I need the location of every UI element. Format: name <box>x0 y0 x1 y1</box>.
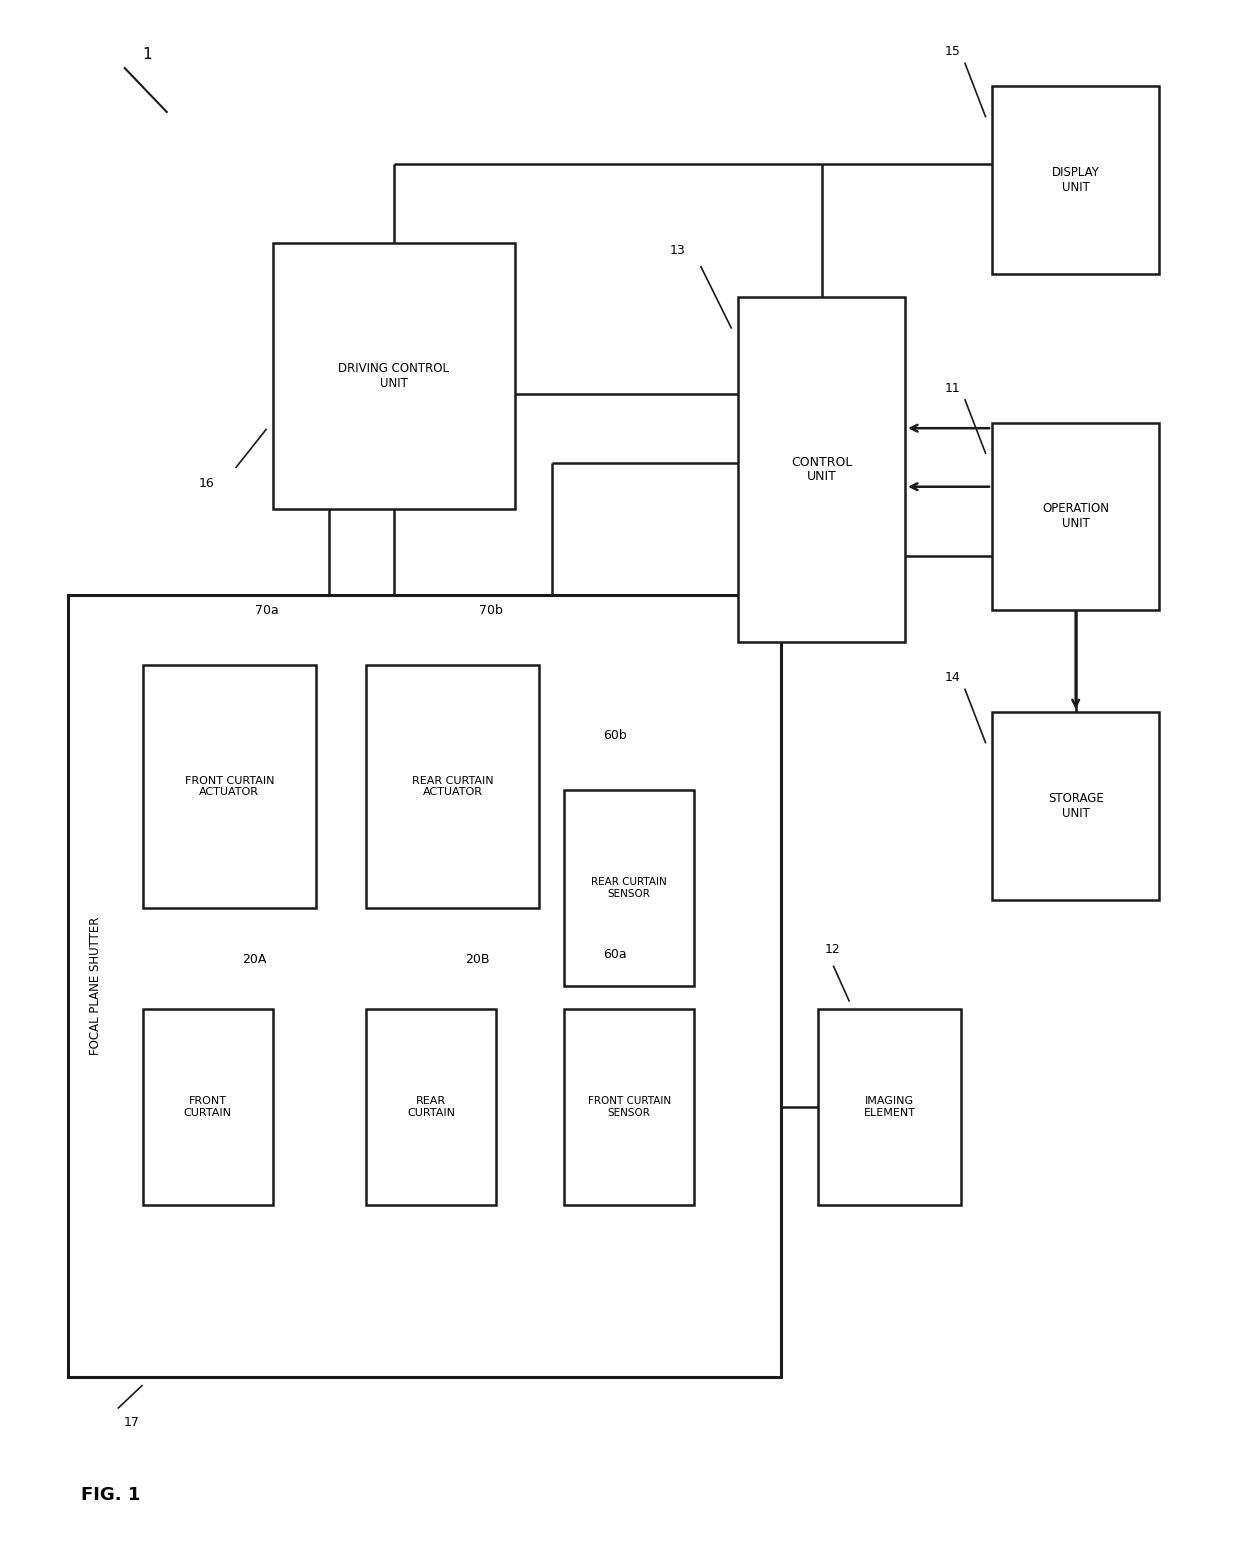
Text: DISPLAY
UNIT: DISPLAY UNIT <box>1052 166 1100 194</box>
Text: REAR CURTAIN
SENSOR: REAR CURTAIN SENSOR <box>591 878 667 898</box>
Text: FRONT CURTAIN
ACTUATOR: FRONT CURTAIN ACTUATOR <box>185 776 274 797</box>
Text: OPERATION
UNIT: OPERATION UNIT <box>1042 502 1110 531</box>
Text: STORAGE
UNIT: STORAGE UNIT <box>1048 792 1104 820</box>
Text: FRONT CURTAIN
SENSOR: FRONT CURTAIN SENSOR <box>588 1097 671 1117</box>
Text: 60b: 60b <box>604 729 627 742</box>
Text: 70a: 70a <box>255 604 279 617</box>
Text: 17: 17 <box>124 1416 140 1429</box>
Bar <box>818 1009 961 1205</box>
Text: DRIVING CONTROL
UNIT: DRIVING CONTROL UNIT <box>339 362 449 390</box>
Text: REAR CURTAIN
ACTUATOR: REAR CURTAIN ACTUATOR <box>412 776 494 797</box>
Bar <box>992 423 1159 610</box>
Bar <box>143 1009 273 1205</box>
Text: 11: 11 <box>945 382 961 394</box>
Text: 14: 14 <box>945 671 961 684</box>
Text: 15: 15 <box>945 45 961 58</box>
Text: 20A: 20A <box>243 953 267 966</box>
Text: REAR
CURTAIN: REAR CURTAIN <box>407 1097 455 1117</box>
Text: 20B: 20B <box>466 953 490 966</box>
Bar <box>366 665 539 908</box>
Text: CONTROL
UNIT: CONTROL UNIT <box>791 455 852 484</box>
Text: IMAGING
ELEMENT: IMAGING ELEMENT <box>864 1097 915 1117</box>
Bar <box>738 297 905 642</box>
Bar <box>273 243 515 509</box>
Text: 12: 12 <box>825 944 841 956</box>
Text: 1: 1 <box>143 47 153 63</box>
Text: 16: 16 <box>198 477 215 490</box>
Text: FOCAL PLANE SHUTTER: FOCAL PLANE SHUTTER <box>89 917 102 1055</box>
Bar <box>564 790 694 986</box>
Bar <box>992 712 1159 900</box>
Text: FRONT
CURTAIN: FRONT CURTAIN <box>184 1097 232 1117</box>
Text: 13: 13 <box>670 244 686 257</box>
Bar <box>143 665 316 908</box>
Text: FIG. 1: FIG. 1 <box>81 1485 140 1504</box>
Bar <box>992 86 1159 274</box>
Text: 70b: 70b <box>479 604 502 617</box>
Bar <box>366 1009 496 1205</box>
Bar <box>68 595 781 1377</box>
Bar <box>564 1009 694 1205</box>
Text: 60a: 60a <box>604 948 627 961</box>
